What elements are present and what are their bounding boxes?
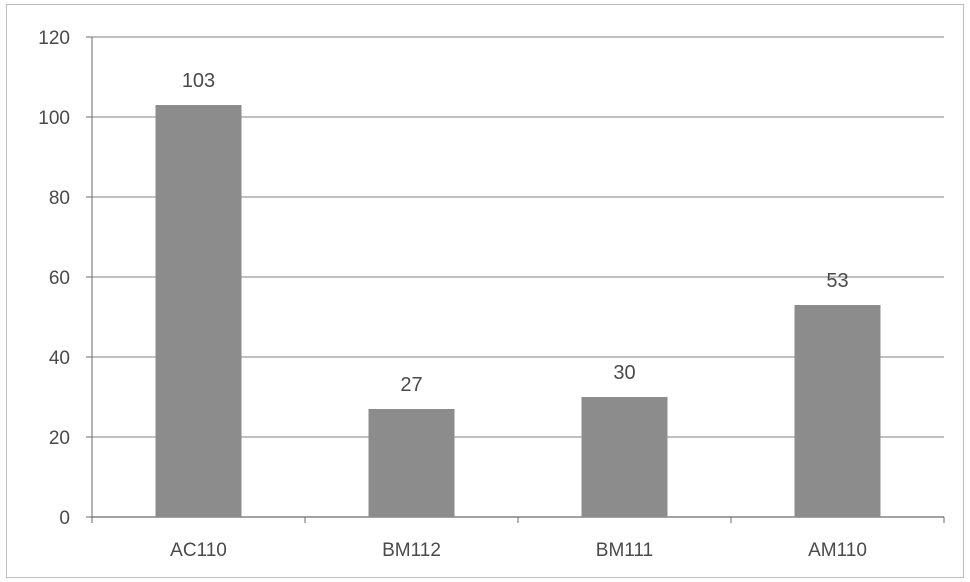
- bar-ac110: [155, 105, 242, 517]
- y-tick-label: 20: [49, 428, 70, 449]
- x-category-label: BM112: [382, 540, 441, 561]
- y-tick-label: 0: [59, 508, 70, 529]
- y-tick-label: 100: [38, 108, 70, 129]
- data-label: 103: [182, 70, 215, 92]
- bar-bm111: [581, 397, 668, 517]
- x-category-label: BM111: [596, 540, 653, 561]
- x-category-label: AC110: [170, 540, 227, 561]
- y-tick-label: 60: [49, 268, 70, 289]
- x-category-label: AM110: [808, 540, 867, 561]
- y-tick-label: 80: [49, 188, 70, 209]
- data-label: 27: [400, 374, 422, 396]
- labels: 0 20 40 60 80 100 120 103 AC110 27 BM112 30 BM111 53 A…: [38, 28, 867, 561]
- data-label: 30: [613, 362, 635, 384]
- y-tick-label: 120: [38, 28, 70, 49]
- bar-bm112: [368, 409, 455, 517]
- y-tick-label: 40: [49, 348, 70, 369]
- bars: [155, 105, 881, 517]
- data-label: 53: [826, 270, 848, 292]
- bar-am110: [794, 305, 881, 517]
